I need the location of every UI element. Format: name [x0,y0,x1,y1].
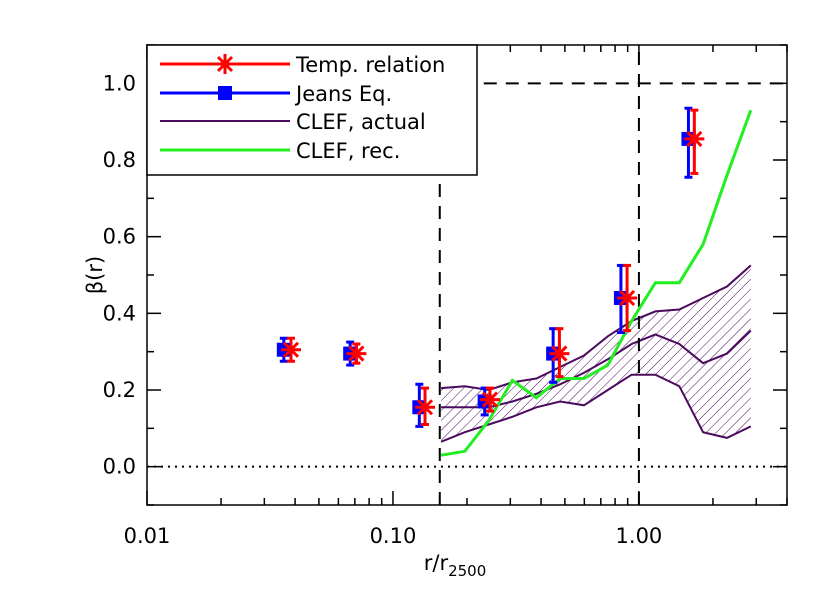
legend-label-clef-actual: CLEF, actual [296,110,426,134]
reference-lines [147,45,787,505]
legend: Temp. relation Jeans Eq. CLEF, actual CL… [146,44,478,176]
y-tick-label: 0.6 [103,225,136,249]
legend-label-temp-relation: Temp. relation [295,53,445,77]
x-tick-label: 0.10 [370,524,417,548]
temp-relation-asterisk-marker [280,339,301,360]
temp-relation-asterisk-marker [684,128,705,149]
temp-relation-asterisk-marker [617,288,638,308]
temp-relation-point [479,386,500,413]
clef-rec-line [440,109,753,457]
x-axis-title-main: r/r [424,551,449,575]
x-axis-title-subscript: 2500 [448,562,486,580]
data-points [276,106,705,428]
axis-ticks: 0.01 0.10 1.00 0.0 0.2 0.4 0.6 0.8 1.0 [103,44,788,548]
temp-relation-point [617,263,638,333]
clef-actual-lower-line [440,373,752,443]
y-tick-label: 0.4 [103,301,136,325]
legend-entry-clef-actual: CLEF, actual [160,110,426,134]
clef-actual-hatched-band [441,265,751,442]
legend-square-icon [218,86,232,100]
legend-asterisk-icon [215,54,235,74]
x-axis-title: r/r2500 [424,551,487,580]
series-lines [440,109,753,457]
temp-relation-point [549,327,570,379]
x-tick-label: 0.01 [124,524,171,548]
temp-relation-asterisk-marker [415,397,436,418]
legend-label-jeans-eq: Jeans Eq. [294,82,392,106]
legend-entry-jeans-eq: Jeans Eq. [160,82,392,106]
legend-box [146,44,478,176]
legend-label-clef-rec: CLEF, rec. [296,139,400,163]
clef-actual-mean-line [441,329,752,409]
y-tick-label: 0.8 [103,148,136,172]
legend-entry-temp-relation: Temp. relation [160,53,445,77]
temp-relation-point [684,108,705,175]
temp-relation-point [415,386,436,426]
legend-entry-clef-rec: CLEF, rec. [160,139,400,163]
y-axis-title: β(r) [83,256,107,294]
y-tick-label: 0.0 [103,455,136,479]
temp-relation-asterisk-marker [346,343,367,364]
temp-relation-asterisk-marker [549,343,570,364]
y-tick-label: 0.2 [103,378,136,402]
temp-relation-point [346,342,367,365]
y-tick-label: 1.0 [103,71,136,95]
x-tick-label: 1.00 [616,524,663,548]
temp-relation-asterisk-marker [479,389,500,410]
temp-relation-point [280,336,301,363]
